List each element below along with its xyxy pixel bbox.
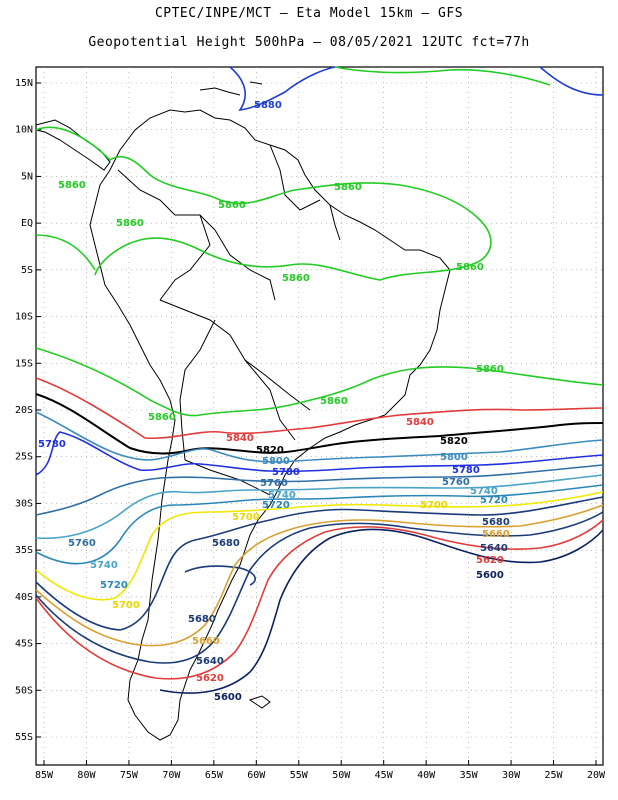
contour-5860-top: [334, 66, 551, 86]
label-5700-a: 5700: [112, 600, 140, 611]
lat-tick-label: 35S: [15, 545, 33, 556]
label-5620-b: 5620: [476, 555, 504, 566]
lat-tick-label: 15N: [15, 78, 33, 89]
label-5720-c: 5720: [480, 495, 508, 506]
label-5760-c: 5760: [442, 477, 470, 488]
label-5860-g: 5860: [476, 364, 504, 375]
lat-tick-label: 20S: [15, 405, 33, 416]
contour-5660: [35, 504, 604, 647]
label-5640-b: 5640: [480, 543, 508, 554]
contour-5680-inner: [184, 565, 256, 586]
contour-5860-left: [35, 234, 96, 271]
lon-tick-label: 75W: [120, 770, 139, 781]
label-5780-a: 5780: [38, 439, 66, 450]
lat-tick-label: 40S: [15, 592, 33, 603]
label-5620-a: 5620: [196, 673, 224, 684]
lon-tick-label: 50W: [332, 770, 351, 781]
label-5680-a: 5680: [212, 538, 240, 549]
lon-tick-label: 70W: [162, 770, 181, 781]
contour-5640: [35, 511, 604, 664]
map-title-line1: CPTEC/INPE/MCT – Eta Model 15km – GFS: [154, 6, 464, 21]
lon-tick-label: 60W: [247, 770, 266, 781]
label-5760-a: 5760: [68, 538, 96, 549]
lon-tick-label: 55W: [290, 770, 309, 781]
label-5860-f: 5860: [456, 262, 484, 273]
label-5740-b: 5740: [268, 490, 296, 501]
label-5860-d: 5860: [116, 218, 144, 229]
contour-5620: [35, 519, 604, 680]
lon-tick-label: 30W: [502, 770, 521, 781]
label-5820-b: 5820: [256, 445, 284, 456]
label-5860-b: 5860: [218, 200, 246, 211]
label-5820-a: 5820: [440, 436, 468, 447]
lat-tick-label: 30S: [15, 498, 33, 509]
coastline: [35, 81, 451, 741]
label-5780-c: 5780: [452, 465, 480, 476]
contour-5760: [35, 464, 604, 516]
contour-5720: [35, 484, 604, 565]
label-5860-e: 5860: [282, 273, 310, 284]
lat-tick-label: 55S: [15, 732, 33, 743]
contour-lines: [35, 66, 604, 694]
label-5860-h: 5860: [320, 396, 348, 407]
contour-5740: [35, 474, 604, 540]
label-5700-b: 5700: [232, 512, 260, 523]
label-5860-i: 5860: [148, 412, 176, 423]
contour-5780: [35, 431, 604, 476]
label-5660-b: 5660: [482, 529, 510, 540]
label-5800-a: 5800: [440, 452, 468, 463]
label-5600-a: 5600: [214, 692, 242, 703]
lat-tick-label: 10S: [15, 312, 33, 323]
contour-5680: [35, 496, 604, 631]
lat-tick-label: 15S: [15, 358, 33, 369]
label-5880: 5880: [254, 100, 282, 111]
label-5860-c: 5860: [334, 182, 362, 193]
label-5840-a: 5840: [406, 417, 434, 428]
label-5740-a: 5740: [90, 560, 118, 571]
contour-5860-upper: [35, 126, 492, 281]
lon-tick-label: 25W: [545, 770, 564, 781]
label-5760-b: 5760: [260, 478, 288, 489]
lon-tick-label: 20W: [587, 770, 606, 781]
lon-tick-label: 35W: [460, 770, 479, 781]
label-5660-a: 5660: [192, 636, 220, 647]
label-5840-b: 5840: [226, 433, 254, 444]
lat-tick-label: 5S: [21, 265, 33, 276]
lat-tick-label: EQ: [21, 218, 33, 229]
label-5780-b: 5780: [272, 467, 300, 478]
map-title-line2: Geopotential Height 500hPa – 08/05/2021 …: [88, 35, 530, 50]
axis-ticks: 85W 80W 75W 70W 65W 60W 55W 50W 45W 40W 35W 30W 25W 2…: [15, 78, 606, 781]
label-5600-b: 5600: [476, 570, 504, 581]
lon-tick-label: 40W: [417, 770, 436, 781]
map-frame: [35, 66, 604, 766]
lat-tick-label: 45S: [15, 639, 33, 650]
label-5640-a: 5640: [196, 656, 224, 667]
contour-5880: [229, 66, 336, 112]
label-5860-a: 5860: [58, 180, 86, 191]
lon-tick-label: 65W: [205, 770, 224, 781]
contour-5820: [35, 393, 604, 455]
contour-5880-north: [539, 66, 604, 96]
contour-5860-lower: [35, 347, 604, 417]
contour-5840: [35, 377, 604, 440]
contour-5800: [35, 411, 604, 463]
label-5680-b: 5680: [188, 614, 216, 625]
label-5720-b: 5720: [262, 500, 290, 511]
contour-labels: 5880 5860 5860 5860 5860 5860 5860 5860 …: [38, 100, 510, 703]
lat-tick-label: 5N: [21, 171, 33, 182]
lat-tick-label: 10N: [15, 125, 33, 136]
contour-5700: [35, 491, 604, 601]
lon-tick-label: 80W: [77, 770, 96, 781]
lon-tick-label: 85W: [35, 770, 54, 781]
label-5700-c: 5700: [420, 500, 448, 511]
label-5740-c: 5740: [470, 486, 498, 497]
lon-tick-label: 45W: [375, 770, 394, 781]
lat-tick-label: 25S: [15, 452, 33, 463]
contour-5600: [159, 528, 604, 694]
label-5720-a: 5720: [100, 580, 128, 591]
label-5680-c: 5680: [482, 517, 510, 528]
lat-tick-label: 50S: [15, 685, 33, 696]
label-5800-b: 5800: [262, 456, 290, 467]
